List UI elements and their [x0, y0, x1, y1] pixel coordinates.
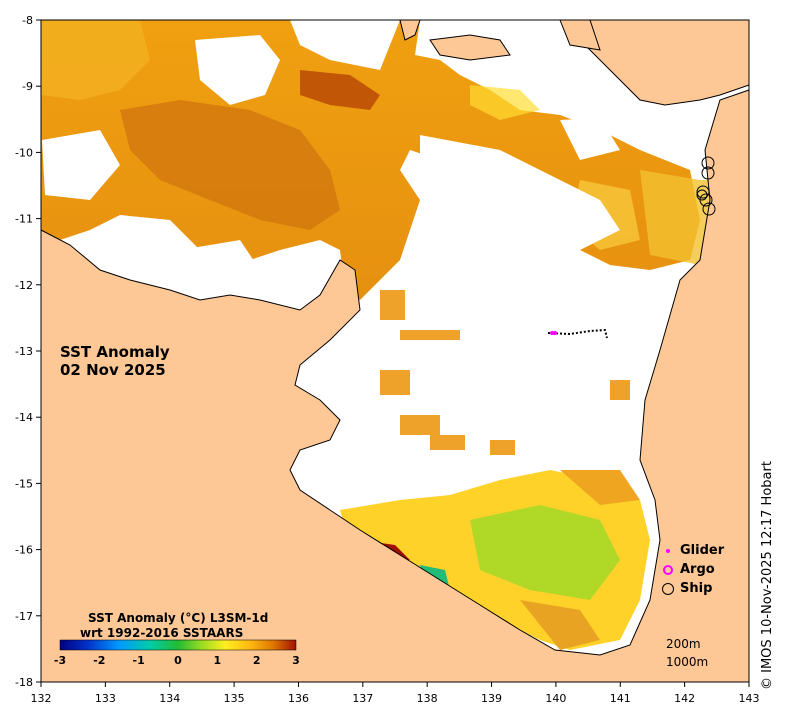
legend-ship: Ship [660, 579, 724, 598]
colorbar-bar [59, 639, 297, 651]
x-tick-label: 139 [481, 692, 502, 705]
colorbar-title: SST Anomaly (°C) L3SM-1d wrt 1992-2016 S… [60, 611, 320, 641]
y-tick-label: -18 [15, 676, 33, 689]
colorbar-tick-label: -2 [93, 654, 105, 667]
y-tick-label: -15 [15, 477, 33, 490]
colorbar-tick-label: 1 [214, 654, 222, 667]
x-tick-label: 134 [159, 692, 180, 705]
y-tick-label: -10 [15, 146, 33, 159]
legend-glider: Glider [660, 541, 724, 560]
colorbar-title-line1: SST Anomaly (°C) L3SM-1d [88, 611, 269, 625]
colorbar-tick-label: 0 [174, 654, 182, 667]
depth-contour-legend: 200m 1000m [666, 635, 708, 671]
x-tick-label: 136 [288, 692, 309, 705]
legend-ship-label: Ship [680, 581, 713, 596]
y-tick-label: -17 [15, 610, 33, 623]
x-axis: 132 133 134 135 136 137 138 139 140 141 142 143 [31, 682, 760, 705]
y-tick-label: -8 [22, 14, 33, 27]
y-tick-label: -11 [15, 213, 33, 226]
ship-circle-icon [660, 582, 676, 596]
y-axis: -8 -9 -10 -11 -12 -13 -14 -15 -16 -17 -18 [15, 14, 41, 689]
map-title: SST Anomaly 02 Nov 2025 [60, 343, 170, 379]
colorbar-tick-label: -3 [54, 654, 66, 667]
x-tick-label: 135 [224, 692, 245, 705]
observation-legend: Glider Argo Ship [660, 541, 724, 598]
x-tick-label: 132 [31, 692, 52, 705]
x-tick-label: 133 [95, 692, 116, 705]
legend-argo: Argo [660, 560, 724, 579]
x-tick-label: 140 [545, 692, 566, 705]
depth-1000m: 1000m [666, 655, 709, 669]
map-title-date: 02 Nov 2025 [60, 361, 166, 379]
x-tick-label: 143 [739, 692, 760, 705]
y-tick-label: -14 [15, 411, 33, 424]
legend-argo-label: Argo [680, 562, 715, 577]
colorbar-tick-label: 3 [292, 654, 300, 667]
y-tick-label: -16 [15, 544, 33, 557]
depth-200m: 200m [666, 637, 701, 651]
x-tick-label: 141 [610, 692, 631, 705]
colorbar-tick-label: -1 [133, 654, 145, 667]
imos-credit: © IMOS 10-Nov-2025 12:17 Hobart [760, 461, 775, 690]
nodata-patches [42, 35, 620, 290]
argo-circle-icon [660, 564, 676, 576]
glider-dot-icon [660, 547, 676, 555]
y-tick-label: -12 [15, 279, 33, 292]
land [40, 19, 750, 683]
legend-glider-label: Glider [680, 543, 725, 558]
sst-field-central [380, 290, 630, 455]
colorbar-tick-label: 2 [253, 654, 261, 667]
x-tick-label: 138 [417, 692, 438, 705]
x-tick-label: 137 [352, 692, 373, 705]
y-tick-label: -9 [22, 80, 33, 93]
map-title-line1: SST Anomaly [60, 343, 170, 361]
x-tick-label: 142 [674, 692, 695, 705]
y-tick-label: -13 [15, 345, 33, 358]
observation-tracks [547, 156, 716, 339]
colorbar-title-line2: wrt 1992-2016 SSTAARS [80, 626, 244, 640]
colorbar: -3 -2 -1 0 1 2 3 [54, 639, 300, 667]
